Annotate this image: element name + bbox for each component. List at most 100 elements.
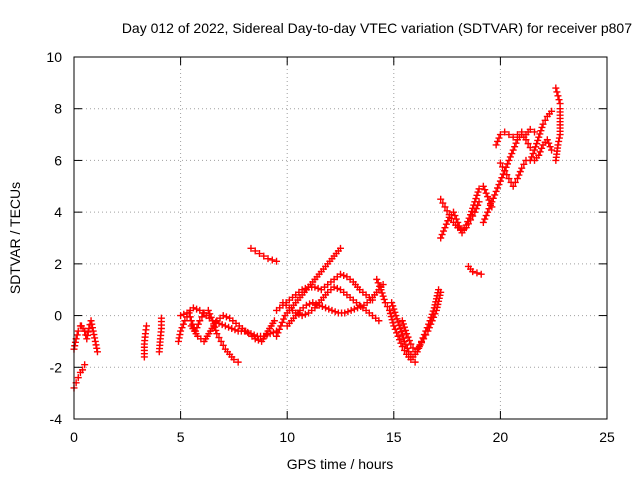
- data-point: [90, 331, 98, 339]
- data-point: [501, 167, 509, 175]
- data-point: [512, 139, 520, 147]
- data-point: [83, 335, 91, 343]
- data-point: [178, 324, 186, 332]
- data-point: [501, 128, 509, 136]
- data-point: [277, 322, 285, 330]
- data-point: [88, 324, 96, 332]
- data-point: [441, 224, 449, 232]
- data-point: [411, 358, 419, 366]
- data-point: [498, 174, 506, 182]
- data-point: [513, 131, 521, 139]
- data-point: [268, 256, 276, 264]
- data-point: [554, 92, 562, 100]
- data-point: [194, 320, 202, 328]
- data-point: [445, 211, 453, 219]
- data-point: [508, 150, 516, 158]
- data-point: [344, 308, 352, 316]
- data-point: [536, 130, 544, 138]
- data-point: [454, 224, 462, 232]
- data-point: [91, 334, 99, 342]
- data-point: [535, 133, 543, 141]
- data-point: [538, 144, 546, 152]
- x-tick-label: 5: [177, 429, 185, 445]
- data-point: [482, 212, 490, 220]
- data-point: [278, 318, 286, 326]
- data-point: [503, 171, 511, 179]
- data-point: [318, 303, 326, 311]
- data-point: [301, 310, 309, 318]
- data-point: [189, 304, 197, 312]
- data-point: [397, 339, 405, 347]
- data-point: [381, 299, 389, 307]
- data-point: [472, 205, 480, 213]
- data-point: [505, 131, 513, 139]
- data-point: [475, 198, 483, 206]
- data-point: [157, 314, 165, 322]
- data-point: [395, 321, 403, 329]
- data-point: [93, 344, 101, 352]
- data-point: [295, 310, 303, 318]
- data-point: [400, 323, 408, 331]
- tick-layer: 0 5 10 15 20 25 -4 -2 0 2 4 6 8 10: [46, 49, 615, 445]
- data-point: [474, 201, 482, 209]
- data-point: [225, 323, 233, 331]
- data-point: [73, 331, 81, 339]
- data-point: [513, 175, 521, 183]
- data-point: [394, 318, 402, 326]
- data-point: [228, 325, 236, 332]
- data-point: [196, 317, 204, 325]
- data-point: [472, 195, 480, 203]
- data-point: [541, 116, 549, 124]
- data-layer: [70, 84, 564, 392]
- data-point: [71, 342, 79, 350]
- data-point: [395, 336, 403, 344]
- data-point: [377, 286, 385, 294]
- data-point: [488, 198, 496, 206]
- data-point: [442, 220, 450, 228]
- data-point: [217, 337, 225, 345]
- data-point: [387, 313, 395, 321]
- data-point: [533, 140, 541, 148]
- data-point: [491, 191, 499, 199]
- data-point: [418, 339, 426, 347]
- y-tick-label: 0: [54, 308, 62, 324]
- data-point: [84, 331, 92, 339]
- data-point: [474, 188, 482, 196]
- data-point: [555, 137, 563, 145]
- data-point: [389, 302, 397, 310]
- y-tick-label: 10: [46, 49, 62, 65]
- data-point: [341, 309, 349, 317]
- data-point: [398, 343, 406, 351]
- data-point: [531, 128, 539, 136]
- data-point: [546, 143, 554, 151]
- data-point: [524, 140, 532, 148]
- data-point: [496, 159, 504, 167]
- data-point: [314, 284, 322, 292]
- data-point: [489, 194, 497, 202]
- data-point: [398, 317, 406, 325]
- data-point: [511, 143, 519, 151]
- data-point: [495, 134, 503, 142]
- data-point: [81, 327, 89, 335]
- x-tick-label: 15: [386, 429, 402, 445]
- data-point: [306, 300, 314, 308]
- data-point: [176, 331, 184, 339]
- data-point: [380, 295, 388, 303]
- data-point: [273, 257, 281, 265]
- data-point: [74, 327, 82, 335]
- data-point: [467, 216, 475, 224]
- data-point: [485, 205, 493, 213]
- data-point: [255, 250, 263, 258]
- data-point: [333, 284, 341, 292]
- data-point: [390, 305, 398, 313]
- data-point: [392, 312, 400, 320]
- data-point: [347, 306, 355, 314]
- data-point: [537, 127, 545, 135]
- data-point: [499, 163, 507, 171]
- data-point: [505, 156, 513, 164]
- data-point: [437, 234, 445, 242]
- data-point: [509, 146, 517, 154]
- data-point: [494, 137, 502, 145]
- data-point: [386, 306, 394, 314]
